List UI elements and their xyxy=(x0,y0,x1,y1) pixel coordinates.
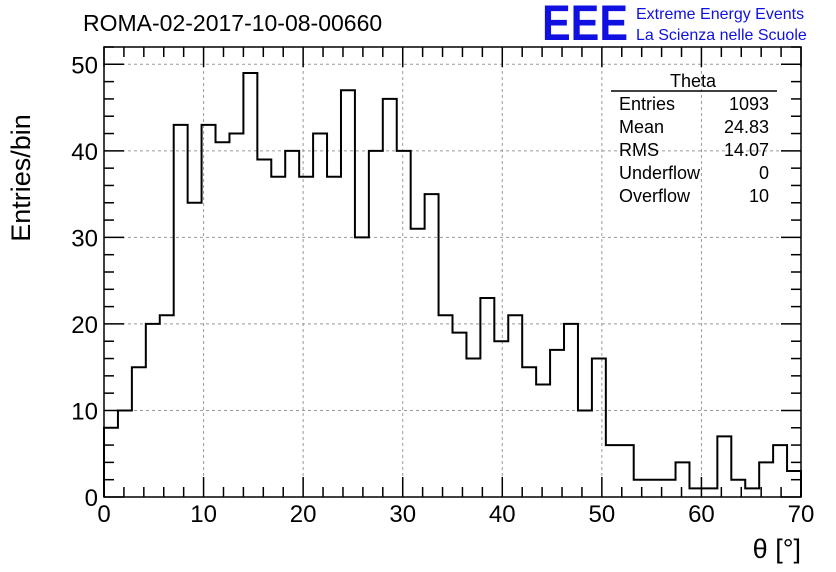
stats-mean-label: Mean xyxy=(619,117,664,137)
stats-rms-label: RMS xyxy=(619,140,659,160)
x-axis-label: θ [°] xyxy=(753,534,801,564)
axis-ticks xyxy=(103,46,802,498)
logo-line-1: Extreme Energy Events xyxy=(636,6,804,23)
eee-logo: EEE Extreme Energy Events La Scienza nel… xyxy=(542,0,807,51)
x-tick-label: 20 xyxy=(290,501,317,528)
logo-line-2: La Scienza nelle Scuole xyxy=(636,27,807,44)
y-tick-label: 50 xyxy=(71,52,98,79)
x-tick-label: 10 xyxy=(190,501,217,528)
x-tick-label: 30 xyxy=(389,501,416,528)
stats-underflow-value: 0 xyxy=(759,163,769,183)
logo-mark: EEE xyxy=(542,0,628,51)
stats-mean-value: 24.83 xyxy=(724,117,769,137)
histogram-outline xyxy=(103,71,802,497)
y-tick-labels: 0 10 20 30 40 50 xyxy=(71,52,98,512)
y-tick-label: 30 xyxy=(71,225,98,252)
x-tick-label: 0 xyxy=(97,501,110,528)
stats-box: Theta Entries 1093 Mean 24.83 RMS 14.07 … xyxy=(611,71,777,206)
stats-overflow-label: Overflow xyxy=(619,186,691,206)
y-tick-label: 20 xyxy=(71,312,98,339)
y-tick-label: 40 xyxy=(71,139,98,166)
x-tick-label: 70 xyxy=(788,501,815,528)
plot-frame xyxy=(103,46,802,498)
y-axis-label: Entries/bin xyxy=(6,114,36,242)
x-tick-label: 60 xyxy=(688,501,715,528)
stats-underflow-label: Underflow xyxy=(619,163,701,183)
chart-title: ROMA-02-2017-10-08-00660 xyxy=(83,10,382,36)
y-tick-label: 10 xyxy=(71,398,98,425)
stats-rms-value: 14.07 xyxy=(724,140,769,160)
y-tick-label: 0 xyxy=(85,485,98,512)
stats-entries-label: Entries xyxy=(619,94,675,114)
x-tick-labels: 0 10 20 30 40 50 60 70 xyxy=(97,501,814,528)
stats-entries-value: 1093 xyxy=(729,94,769,114)
x-tick-label: 40 xyxy=(489,501,516,528)
x-tick-label: 50 xyxy=(589,501,616,528)
stats-title: Theta xyxy=(670,71,717,91)
stats-overflow-value: 10 xyxy=(749,186,769,206)
grid xyxy=(104,47,801,497)
